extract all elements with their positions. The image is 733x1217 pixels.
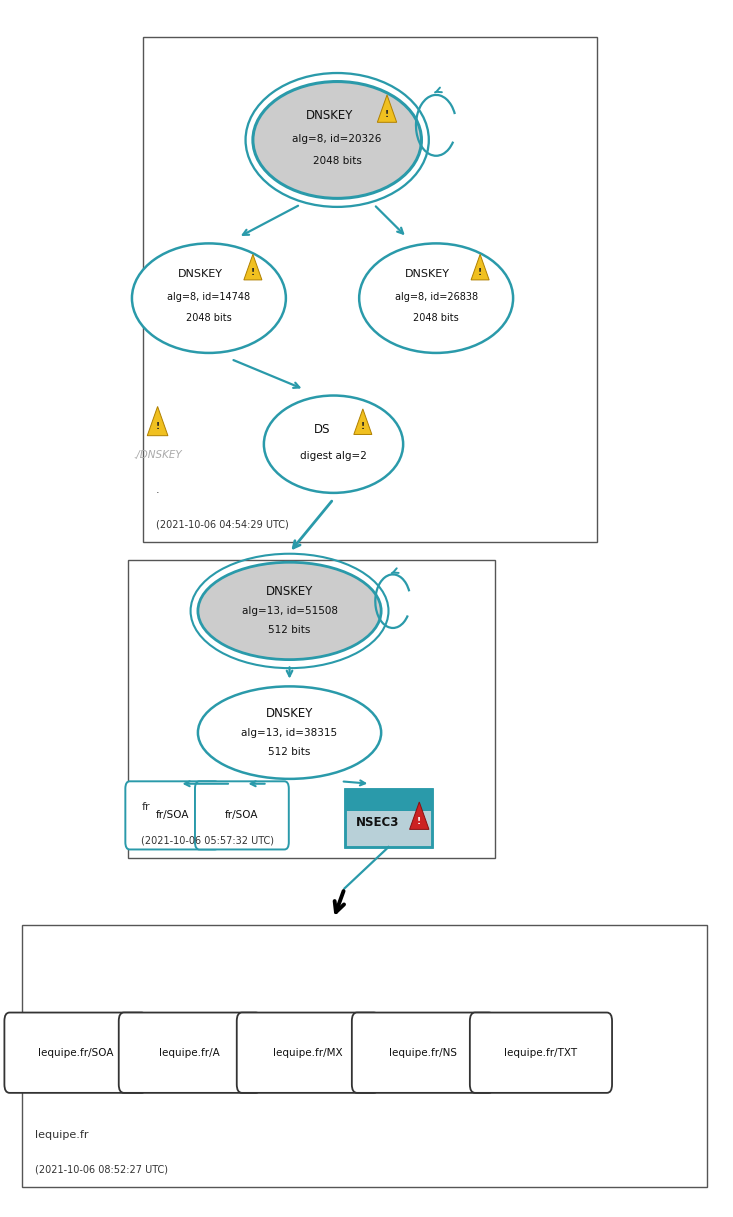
- Text: NSEC3: NSEC3: [356, 817, 399, 829]
- Text: lequipe.fr/A: lequipe.fr/A: [160, 1048, 220, 1058]
- FancyBboxPatch shape: [345, 789, 432, 847]
- Text: 2048 bits: 2048 bits: [313, 156, 361, 166]
- Text: (2021-10-06 05:57:32 UTC): (2021-10-06 05:57:32 UTC): [141, 836, 274, 846]
- Ellipse shape: [359, 243, 513, 353]
- FancyBboxPatch shape: [352, 1013, 494, 1093]
- Text: alg=8, id=14748: alg=8, id=14748: [167, 292, 251, 302]
- Text: (2021-10-06 08:52:27 UTC): (2021-10-06 08:52:27 UTC): [35, 1165, 168, 1174]
- FancyBboxPatch shape: [470, 1013, 612, 1093]
- Text: DNSKEY: DNSKEY: [266, 707, 313, 719]
- Text: lequipe.fr: lequipe.fr: [35, 1131, 89, 1140]
- Text: lequipe.fr/NS: lequipe.fr/NS: [389, 1048, 457, 1058]
- Text: !: !: [155, 422, 160, 431]
- Text: alg=13, id=51508: alg=13, id=51508: [242, 606, 337, 616]
- Text: !: !: [361, 422, 365, 431]
- Text: alg=8, id=20326: alg=8, id=20326: [292, 134, 382, 144]
- Ellipse shape: [264, 396, 403, 493]
- Text: fr/SOA: fr/SOA: [155, 811, 189, 820]
- Text: 2048 bits: 2048 bits: [186, 313, 232, 323]
- Text: DNSKEY: DNSKEY: [306, 110, 353, 122]
- Text: digest alg=2: digest alg=2: [300, 452, 367, 461]
- Text: fr: fr: [141, 802, 150, 812]
- Ellipse shape: [198, 562, 381, 660]
- Text: 512 bits: 512 bits: [268, 626, 311, 635]
- Ellipse shape: [198, 686, 381, 779]
- Polygon shape: [244, 254, 262, 280]
- Text: alg=13, id=38315: alg=13, id=38315: [241, 728, 338, 738]
- FancyBboxPatch shape: [125, 781, 219, 849]
- Text: ./DNSKEY: ./DNSKEY: [133, 450, 182, 460]
- Text: DNSKEY: DNSKEY: [266, 585, 313, 598]
- Text: lequipe.fr/MX: lequipe.fr/MX: [273, 1048, 342, 1058]
- Polygon shape: [377, 95, 397, 122]
- FancyBboxPatch shape: [22, 925, 707, 1187]
- Text: !: !: [417, 817, 421, 825]
- FancyBboxPatch shape: [237, 1013, 379, 1093]
- Polygon shape: [147, 406, 168, 436]
- Text: lequipe.fr/SOA: lequipe.fr/SOA: [37, 1048, 114, 1058]
- Ellipse shape: [253, 82, 421, 198]
- Text: !: !: [478, 268, 482, 276]
- Text: 2048 bits: 2048 bits: [413, 313, 459, 323]
- Text: (2021-10-06 04:54:29 UTC): (2021-10-06 04:54:29 UTC): [156, 520, 289, 529]
- FancyBboxPatch shape: [119, 1013, 261, 1093]
- Polygon shape: [354, 409, 372, 434]
- FancyBboxPatch shape: [195, 781, 289, 849]
- Text: fr/SOA: fr/SOA: [225, 811, 259, 820]
- Text: .: .: [156, 486, 160, 495]
- FancyBboxPatch shape: [143, 37, 597, 542]
- Ellipse shape: [132, 243, 286, 353]
- Text: DS: DS: [314, 424, 331, 436]
- FancyBboxPatch shape: [345, 789, 432, 811]
- FancyBboxPatch shape: [4, 1013, 147, 1093]
- Text: alg=8, id=26838: alg=8, id=26838: [394, 292, 478, 302]
- FancyBboxPatch shape: [128, 560, 495, 858]
- Polygon shape: [471, 254, 489, 280]
- Text: DNSKEY: DNSKEY: [405, 269, 450, 279]
- Text: !: !: [385, 110, 389, 118]
- Text: DNSKEY: DNSKEY: [177, 269, 223, 279]
- Polygon shape: [410, 802, 429, 830]
- Text: 512 bits: 512 bits: [268, 747, 311, 757]
- Text: !: !: [251, 268, 255, 276]
- Text: lequipe.fr/TXT: lequipe.fr/TXT: [504, 1048, 578, 1058]
